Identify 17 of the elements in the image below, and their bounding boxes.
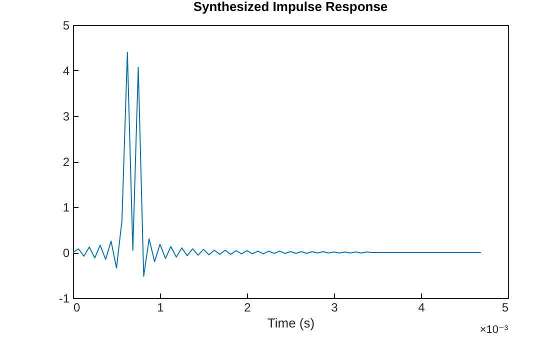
y-tick-label: 4 bbox=[62, 64, 70, 78]
y-tick-label: 0 bbox=[62, 246, 70, 260]
line-series bbox=[73, 52, 482, 277]
x-tick-label: 0 bbox=[74, 300, 80, 314]
x-tick-label: 5 bbox=[502, 300, 509, 314]
x-tick-label: 4 bbox=[418, 300, 426, 314]
chart-title: Synthesized Impulse Response bbox=[193, 0, 388, 14]
y-tick-label: 3 bbox=[62, 110, 70, 124]
x-axis-title: Time (s) bbox=[267, 316, 315, 330]
text: ×10⁻³ bbox=[480, 324, 508, 336]
y-tick-label: -1 bbox=[58, 292, 70, 306]
x-tick-label: 3 bbox=[331, 300, 338, 314]
y-tick-label: 2 bbox=[62, 155, 70, 169]
x-tick-label: 2 bbox=[244, 300, 252, 314]
y-tick-label: 1 bbox=[62, 200, 70, 214]
x-tick-label: 1 bbox=[157, 300, 164, 314]
y-tick-label: 5 bbox=[62, 18, 70, 32]
